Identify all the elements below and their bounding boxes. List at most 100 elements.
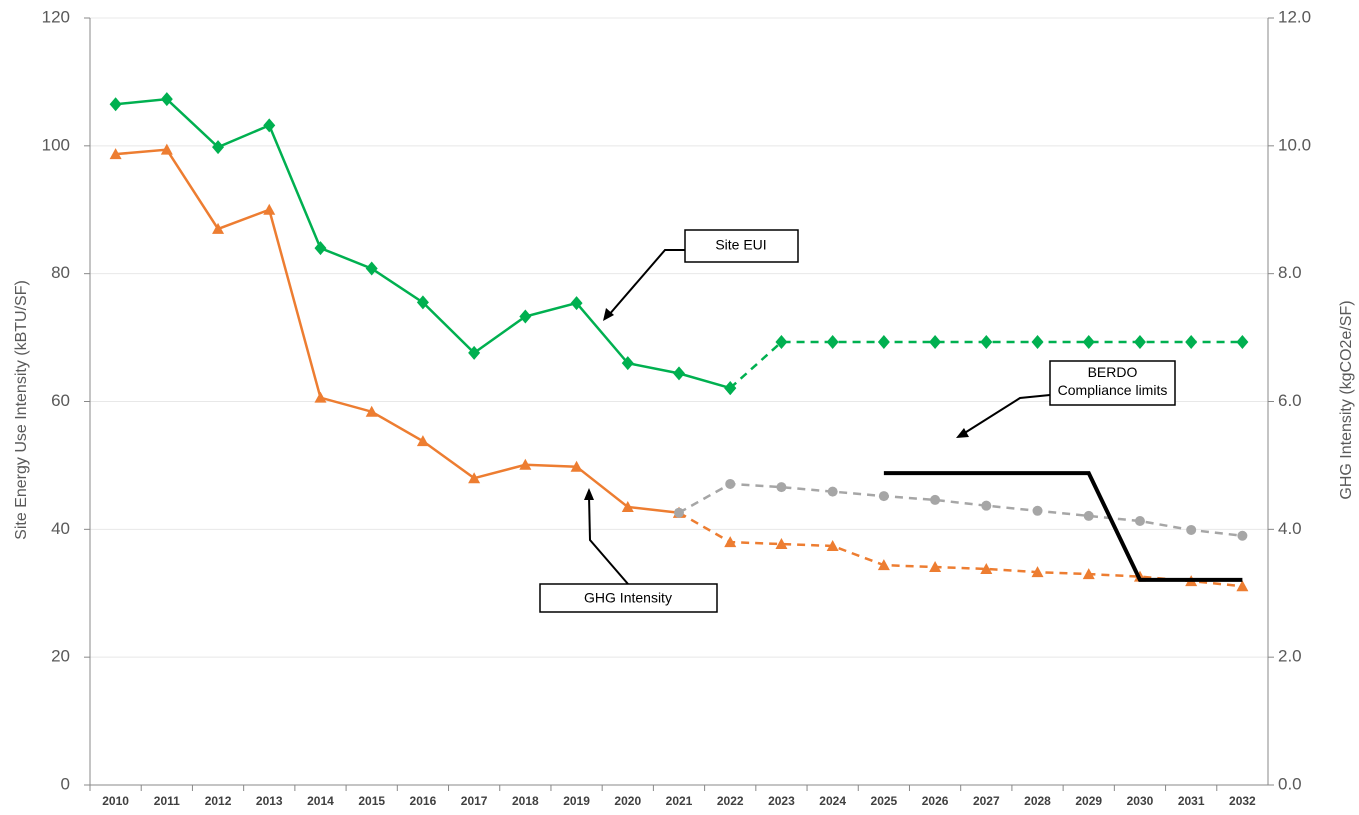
marker	[877, 335, 890, 350]
x-tick-label: 2028	[1024, 794, 1051, 808]
marker	[930, 494, 941, 505]
marker	[519, 458, 532, 470]
x-tick-label: 2017	[461, 794, 488, 808]
marker	[826, 335, 839, 350]
marker	[416, 295, 429, 310]
series-line	[678, 511, 1243, 588]
marker	[724, 536, 737, 548]
marker	[878, 491, 889, 502]
x-tick-label: 2030	[1127, 794, 1154, 808]
x-tick-label: 2015	[358, 794, 385, 808]
series-line	[115, 97, 731, 390]
x-tick-label: 2018	[512, 794, 539, 808]
arrowhead	[584, 488, 594, 500]
marker	[674, 507, 684, 518]
x-tick-label: 2012	[205, 794, 232, 808]
marker	[1236, 335, 1249, 350]
marker	[519, 309, 532, 324]
series-line	[883, 471, 1243, 582]
annotation-wrap: BERDO Compliance limits for Offices	[1057, 364, 1168, 403]
x-tick-label: 2026	[922, 794, 949, 808]
x-tick-label: 2022	[717, 794, 744, 808]
x-tick-label: 2013	[256, 794, 283, 808]
x-tick-label: 2014	[307, 794, 334, 808]
x-tick-label: 2029	[1075, 794, 1102, 808]
marker	[263, 118, 276, 133]
y2-tick-label: 10.0	[1278, 135, 1311, 154]
annotation-box	[539, 583, 718, 613]
arrow	[962, 394, 1051, 435]
y2-tick-label: 0.0	[1278, 774, 1302, 793]
marker	[1082, 335, 1095, 350]
marker	[1083, 510, 1094, 521]
y-tick-label: 80	[51, 263, 70, 282]
marker	[673, 366, 685, 381]
y2-tick-label: 12.0	[1278, 7, 1311, 26]
arrowhead	[603, 308, 614, 321]
x-tick-label: 2021	[666, 794, 693, 808]
marker	[1236, 580, 1249, 592]
marker	[109, 97, 122, 112]
x-tick-label: 2010	[102, 794, 129, 808]
marker	[1134, 516, 1145, 527]
annotation-box	[684, 229, 799, 263]
marker	[1133, 335, 1146, 350]
marker	[1031, 566, 1044, 578]
x-tick-label: 2024	[819, 794, 846, 808]
marker	[980, 335, 993, 350]
y-axis-label: Site Energy Use Intensity (kBTU/SF)	[13, 280, 30, 540]
annotation: Site EUI	[715, 237, 766, 253]
marker	[775, 335, 788, 350]
marker	[365, 405, 378, 417]
y2-tick-label: 6.0	[1278, 391, 1302, 410]
y-tick-label: 0	[61, 774, 70, 793]
x-tick-label: 2011	[154, 794, 180, 808]
annotation: BERDO Compliance limits for Offices	[1057, 364, 1168, 403]
x-tick-label: 2023	[768, 794, 795, 808]
y-tick-label: 120	[42, 7, 70, 26]
x-tick-label: 2027	[973, 794, 1000, 808]
marker	[1185, 335, 1198, 350]
y-tick-label: 40	[51, 519, 70, 538]
marker	[929, 335, 942, 350]
arrow	[607, 249, 685, 317]
arrowhead	[956, 428, 969, 438]
marker	[826, 539, 839, 551]
marker	[212, 140, 225, 155]
marker	[365, 261, 378, 276]
marker	[724, 381, 737, 396]
y-tick-label: 20	[51, 647, 70, 666]
marker	[1032, 505, 1043, 516]
y2-tick-label: 8.0	[1278, 263, 1302, 282]
marker	[416, 435, 429, 447]
marker	[776, 482, 787, 493]
marker	[468, 472, 481, 484]
marker	[827, 486, 838, 497]
marker	[775, 538, 788, 550]
x-tick-label: 2019	[563, 794, 590, 808]
marker	[314, 241, 327, 256]
marker	[570, 460, 583, 472]
y-tick-label: 100	[42, 135, 70, 154]
x-tick-label: 2031	[1178, 794, 1205, 808]
x-tick-label: 2032	[1229, 794, 1256, 808]
y2-axis-label: GHG Intensity (kgCO2e/SF)	[1338, 300, 1355, 499]
marker	[160, 92, 173, 107]
marker	[929, 561, 942, 573]
marker	[468, 345, 481, 360]
marker	[263, 203, 276, 215]
marker	[109, 148, 122, 160]
arrow	[588, 495, 629, 585]
marker	[212, 222, 225, 234]
annotation: GHG Intensity	[584, 590, 672, 606]
marker	[570, 296, 583, 311]
marker	[314, 391, 327, 403]
marker	[1031, 335, 1044, 350]
x-tick-label: 2025	[871, 794, 898, 808]
x-tick-label: 2020	[614, 794, 641, 808]
series-line	[115, 148, 680, 514]
marker	[1186, 524, 1197, 535]
marker	[1237, 530, 1248, 541]
marker	[980, 562, 993, 574]
